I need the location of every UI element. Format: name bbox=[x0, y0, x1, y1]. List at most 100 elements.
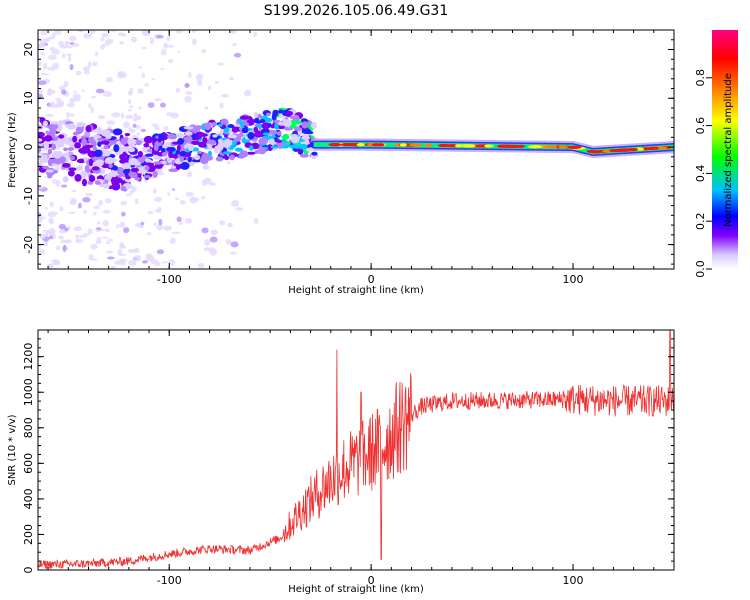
spectrogram-ytick-label: -20 bbox=[22, 236, 35, 254]
spectrogram-blob bbox=[58, 134, 65, 139]
spectrogram-blob bbox=[239, 150, 249, 158]
spectrogram-speckle bbox=[230, 241, 239, 248]
spectrogram-speckle bbox=[125, 193, 133, 196]
spectrogram-xlabel: Height of straight line (km) bbox=[288, 285, 424, 296]
spectrogram-speckle bbox=[48, 35, 55, 40]
spectrogram-speckle bbox=[146, 232, 152, 236]
ridge-peak bbox=[589, 150, 603, 154]
spectrogram-speckle bbox=[153, 222, 157, 226]
spectrogram-speckle bbox=[142, 23, 147, 29]
spectrogram-speckle bbox=[38, 44, 43, 49]
spectrogram-blob bbox=[38, 145, 42, 153]
spectrogram-speckle bbox=[160, 48, 167, 56]
ridge-core bbox=[435, 142, 439, 148]
spectrogram-speckle bbox=[149, 37, 155, 45]
spectrogram-blob bbox=[120, 157, 128, 162]
spectrogram-speckle bbox=[167, 192, 171, 196]
spectrogram-blob bbox=[76, 158, 86, 164]
spectrogram-speckle bbox=[38, 249, 45, 256]
spectrogram-speckle bbox=[135, 124, 141, 130]
ridge-peak bbox=[528, 145, 543, 149]
colorbar-tick-label: 0.6 bbox=[694, 117, 707, 135]
spectrogram-speckle bbox=[64, 239, 72, 244]
ridge-core bbox=[582, 147, 585, 153]
spectrogram-speckle bbox=[145, 253, 153, 259]
spectrogram-speckle bbox=[75, 233, 79, 240]
spectrogram-blob bbox=[289, 144, 294, 148]
spectrogram-blob bbox=[62, 163, 71, 168]
spectrogram-speckle bbox=[114, 260, 119, 265]
spectrogram-speckle bbox=[59, 206, 64, 212]
spectrogram-speckle bbox=[185, 191, 194, 197]
spectrogram-speckle bbox=[84, 192, 93, 197]
spectrogram-blob bbox=[276, 139, 283, 143]
spectrogram-blob bbox=[211, 122, 218, 127]
spectrogram-speckle bbox=[117, 72, 125, 79]
spectrogram-blob bbox=[53, 169, 58, 174]
spectrogram-speckle bbox=[156, 249, 165, 255]
spectrogram-speckle bbox=[204, 106, 209, 110]
spectrogram-speckle bbox=[141, 72, 146, 79]
spectrogram-speckle bbox=[120, 112, 125, 119]
spectrogram-speckle bbox=[47, 227, 56, 235]
spectrogram-speckle bbox=[130, 36, 137, 43]
spectrogram-speckle bbox=[102, 219, 109, 227]
spectrogram-speckle bbox=[214, 81, 220, 84]
spectrogram-blob bbox=[67, 147, 74, 151]
spectrogram-speckle bbox=[40, 51, 45, 56]
spectrogram-blob bbox=[94, 149, 103, 158]
spectrogram-speckle bbox=[90, 243, 98, 250]
spectrogram-blob bbox=[94, 159, 104, 167]
spectrogram-blob bbox=[99, 179, 105, 184]
spectrogram-frame bbox=[37, 29, 675, 270]
spectrogram-speckle bbox=[78, 30, 84, 33]
spectrogram-speckle bbox=[107, 126, 112, 130]
spectrogram-speckle bbox=[65, 111, 70, 119]
spectrogram-speckle bbox=[118, 221, 126, 228]
spectrogram-blob bbox=[148, 162, 155, 167]
spectrogram-ylabel: Frequency (Hz) bbox=[7, 112, 18, 188]
spectrogram-blob bbox=[301, 128, 312, 135]
ridge-core bbox=[495, 143, 498, 149]
spectrogram-speckle bbox=[106, 120, 116, 126]
spectrogram-speckle bbox=[38, 247, 42, 250]
spectrogram-speckle bbox=[253, 218, 259, 224]
spectrogram-speckle bbox=[71, 189, 77, 193]
spectrogram-blob bbox=[265, 117, 273, 123]
spectrogram-blob bbox=[186, 135, 193, 143]
ridge-peak bbox=[409, 143, 423, 147]
spectrogram-blob bbox=[144, 165, 150, 171]
spectrogram-speckle bbox=[83, 33, 92, 39]
spectrogram-blob bbox=[75, 125, 84, 134]
spectrogram-speckle bbox=[59, 229, 66, 234]
ridge-core bbox=[317, 142, 320, 148]
spectrogram-speckle bbox=[69, 42, 75, 45]
spectrogram-speckle bbox=[49, 101, 56, 109]
ridge-core bbox=[313, 142, 317, 148]
colorbar-ticks: 0.0 0.2 0.4 0.6 0.8 bbox=[694, 69, 712, 278]
spectrogram-speckle bbox=[109, 266, 116, 269]
spectrogram-blob bbox=[290, 136, 300, 144]
spectrogram-speckle bbox=[90, 106, 94, 114]
spectrogram-speckle bbox=[185, 218, 193, 224]
spectrogram-speckle bbox=[92, 61, 98, 67]
spectrogram-blob bbox=[108, 163, 113, 169]
spectrogram-speckle bbox=[201, 227, 209, 234]
spectrogram-speckle bbox=[67, 225, 71, 231]
spectrogram-speckle bbox=[82, 65, 90, 72]
spectrogram-speckle bbox=[95, 88, 105, 94]
spectrogram-speckle bbox=[147, 102, 155, 108]
spectrogram-blob bbox=[127, 147, 136, 153]
spectrogram-speckle bbox=[104, 228, 110, 233]
spectrogram-speckle bbox=[158, 218, 163, 226]
spectrogram-ytick-label: 0 bbox=[22, 144, 35, 151]
spectrogram-speckle bbox=[184, 95, 192, 103]
spectrogram-blob bbox=[88, 136, 95, 144]
spectrogram-blob bbox=[220, 118, 229, 127]
spectrogram-blob bbox=[103, 144, 109, 150]
spectrogram-blob bbox=[270, 145, 279, 149]
spectrogram-blob bbox=[113, 177, 123, 184]
spectrogram-blob bbox=[187, 143, 194, 152]
spectrogram-speckle bbox=[69, 63, 74, 71]
spectrogram-blob bbox=[193, 125, 204, 130]
